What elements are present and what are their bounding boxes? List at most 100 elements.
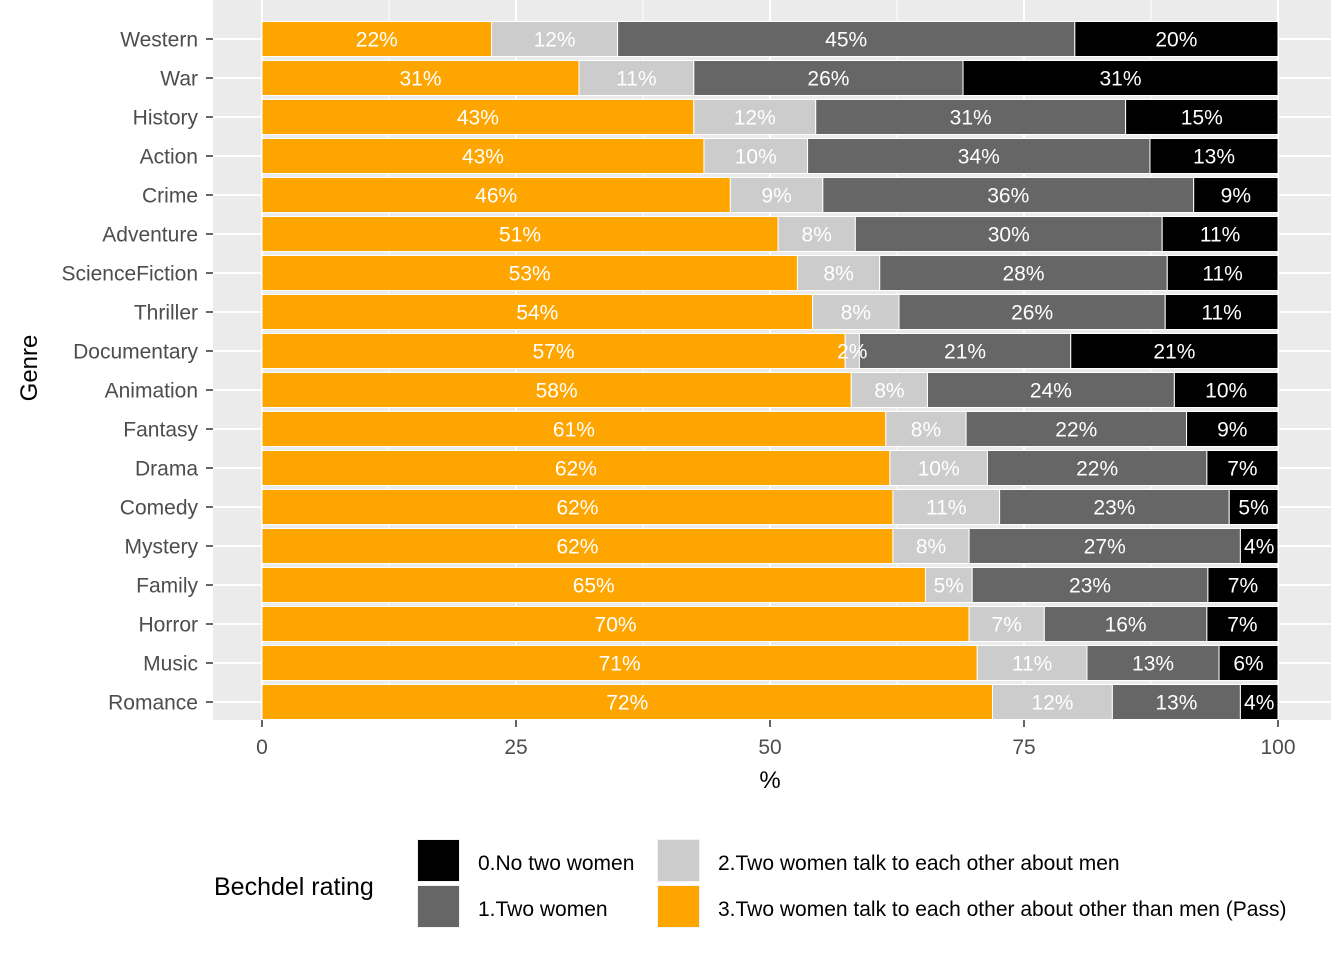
bar-value-label: 20% xyxy=(1155,29,1197,52)
bar-value-label: 11% xyxy=(1201,302,1241,325)
legend-key xyxy=(658,886,699,927)
bar-value-label: 21% xyxy=(944,341,986,364)
bar-segment xyxy=(924,567,973,603)
bar-segment xyxy=(261,489,894,525)
legend-key xyxy=(418,886,459,927)
bar-segment xyxy=(1218,645,1279,681)
bar-segment xyxy=(261,138,705,174)
bar-value-label: 31% xyxy=(399,68,441,91)
bar-segment xyxy=(261,450,891,486)
bar-value-label: 7% xyxy=(992,614,1022,637)
bar-value-label: 12% xyxy=(734,107,776,130)
y-tick-label: ScienceFiction xyxy=(61,263,198,286)
legend-title: Bechdel rating xyxy=(214,873,374,901)
bar-segment xyxy=(885,411,967,447)
bar-segment xyxy=(1239,528,1279,564)
bar-value-label: 46% xyxy=(475,185,517,208)
bar-segment xyxy=(976,645,1088,681)
bar-value-label: 8% xyxy=(802,224,832,247)
bar-segment xyxy=(962,60,1279,96)
bar-value-labels: 22% 12% 45% 20% 31% 11% 26% 31% 43% 12% 31% 15% 43% 1… xyxy=(356,29,1275,715)
bar-segment xyxy=(261,216,779,252)
bar-segment xyxy=(729,177,824,213)
bar-value-label: 30% xyxy=(988,224,1030,247)
bar-value-label: 13% xyxy=(1193,146,1235,169)
bar-segment xyxy=(1164,294,1279,330)
bar-value-label: 54% xyxy=(516,302,558,325)
bar-value-label: 11% xyxy=(926,497,966,520)
bar-value-label: 72% xyxy=(606,692,648,715)
bar-segment xyxy=(777,216,856,252)
y-tick-label: Drama xyxy=(135,458,198,481)
bar-segment xyxy=(1207,567,1279,603)
bar-segment xyxy=(1206,606,1279,642)
bar-value-label: 23% xyxy=(1093,497,1135,520)
bar-segment xyxy=(1125,99,1279,135)
bar-value-label: 31% xyxy=(950,107,992,130)
bar-segment xyxy=(992,684,1113,720)
bar-value-label: 51% xyxy=(499,224,541,247)
y-tick-label: Horror xyxy=(138,614,198,637)
y-axis-title: Genre xyxy=(16,335,43,402)
bar-segment xyxy=(1206,450,1279,486)
bar-value-label: 15% xyxy=(1181,107,1223,130)
bar-segment xyxy=(1074,21,1279,57)
bar-value-label: 57% xyxy=(533,341,575,364)
bar-segment xyxy=(617,21,1076,57)
bar-value-label: 9% xyxy=(1217,419,1247,442)
bar-segment xyxy=(261,645,978,681)
bar-segment xyxy=(968,606,1045,642)
bar-value-label: 23% xyxy=(1069,575,1111,598)
bar-value-label: 5% xyxy=(1238,497,1268,520)
bar-value-label: 62% xyxy=(555,458,597,481)
bar-value-label: 8% xyxy=(823,263,853,286)
bar-segment xyxy=(968,528,1241,564)
bar-segment xyxy=(261,606,970,642)
bar-segment xyxy=(578,60,695,96)
bar-segment xyxy=(971,567,1209,603)
bar-value-label: 10% xyxy=(1205,380,1247,403)
bars xyxy=(261,21,1279,720)
bar-value-label: 13% xyxy=(1155,692,1197,715)
y-tick-label: Adventure xyxy=(102,224,198,247)
bar-value-label: 43% xyxy=(462,146,504,169)
bar-value-label: 12% xyxy=(1031,692,1073,715)
y-tick-label: History xyxy=(133,107,199,130)
bar-value-label: 71% xyxy=(599,653,641,676)
bar-segment xyxy=(812,294,900,330)
bar-segment xyxy=(261,567,926,603)
bar-segment xyxy=(261,333,846,369)
bar-value-label: 43% xyxy=(457,107,499,130)
bar-segment xyxy=(261,528,894,564)
bar-segment xyxy=(693,60,964,96)
bar-value-label: 11% xyxy=(1012,653,1052,676)
bar-value-label: 11% xyxy=(1200,224,1240,247)
bar-value-label: 62% xyxy=(556,497,598,520)
y-tick-label: Thriller xyxy=(134,302,198,325)
bar-value-label: 12% xyxy=(534,29,576,52)
x-tick-label: 100 xyxy=(1260,736,1295,759)
bar-segment xyxy=(999,489,1230,525)
x-tick-label: 75 xyxy=(1012,736,1035,759)
bar-value-label: 8% xyxy=(841,302,871,325)
bar-value-label: 11% xyxy=(616,68,656,91)
bar-segment xyxy=(1228,489,1279,525)
y-tick-label: War xyxy=(160,68,198,91)
x-axis-title: % xyxy=(759,767,780,794)
bar-segment xyxy=(822,177,1195,213)
legend-label: 2.Two women talk to each other about men xyxy=(718,852,1120,875)
bar-segment xyxy=(1149,138,1279,174)
bar-value-label: 4% xyxy=(1244,692,1274,715)
y-tick-label: Comedy xyxy=(120,497,199,520)
bar-value-label: 65% xyxy=(573,575,615,598)
bar-value-label: 8% xyxy=(911,419,941,442)
bar-segment xyxy=(858,333,1072,369)
bar-value-label: 13% xyxy=(1132,653,1174,676)
bar-segment xyxy=(1161,216,1279,252)
bar-value-label: 31% xyxy=(1100,68,1142,91)
bar-value-label: 22% xyxy=(356,29,398,52)
y-tick-label: Documentary xyxy=(73,341,198,364)
bar-value-label: 7% xyxy=(1227,614,1257,637)
bar-value-label: 16% xyxy=(1105,614,1147,637)
